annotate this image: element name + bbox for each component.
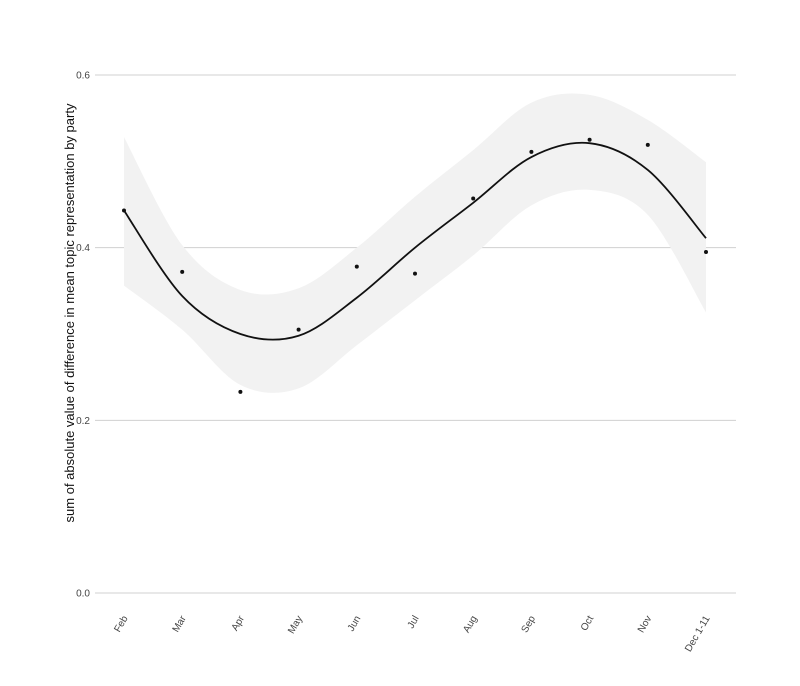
y-axis-label: sum of absolute value of difference in m… xyxy=(62,103,77,522)
point xyxy=(238,389,243,394)
smooth-line xyxy=(123,141,707,341)
point xyxy=(180,269,185,274)
y-tick-label: 0.6 xyxy=(76,71,90,82)
x-tick-label: Aug xyxy=(461,614,479,635)
x-tick-label: Mar xyxy=(171,613,189,634)
x-tick-label: Oct xyxy=(579,614,596,633)
x-tick-label: Dec 1-11 xyxy=(683,614,713,654)
point xyxy=(645,142,650,147)
point xyxy=(296,327,301,332)
point xyxy=(587,137,592,142)
x-tick-label: Feb xyxy=(112,614,130,635)
point xyxy=(529,149,534,154)
confidence-band xyxy=(124,93,706,393)
point xyxy=(704,249,708,254)
point xyxy=(413,271,417,276)
x-tick-label: Jun xyxy=(346,614,364,633)
x-tick-label: Nov xyxy=(636,614,654,635)
y-tick-label: 0.4 xyxy=(76,243,90,254)
x-tick-label: May xyxy=(286,614,305,636)
y-tick-label: 0.2 xyxy=(76,416,90,427)
point xyxy=(122,208,126,213)
x-tick-label: Apr xyxy=(230,613,248,633)
point xyxy=(471,196,476,201)
point xyxy=(354,264,359,269)
y-tick-label: 0.0 xyxy=(76,589,90,600)
x-tick-label: Sep xyxy=(520,614,539,635)
x-tick-label: Jul xyxy=(406,614,422,631)
